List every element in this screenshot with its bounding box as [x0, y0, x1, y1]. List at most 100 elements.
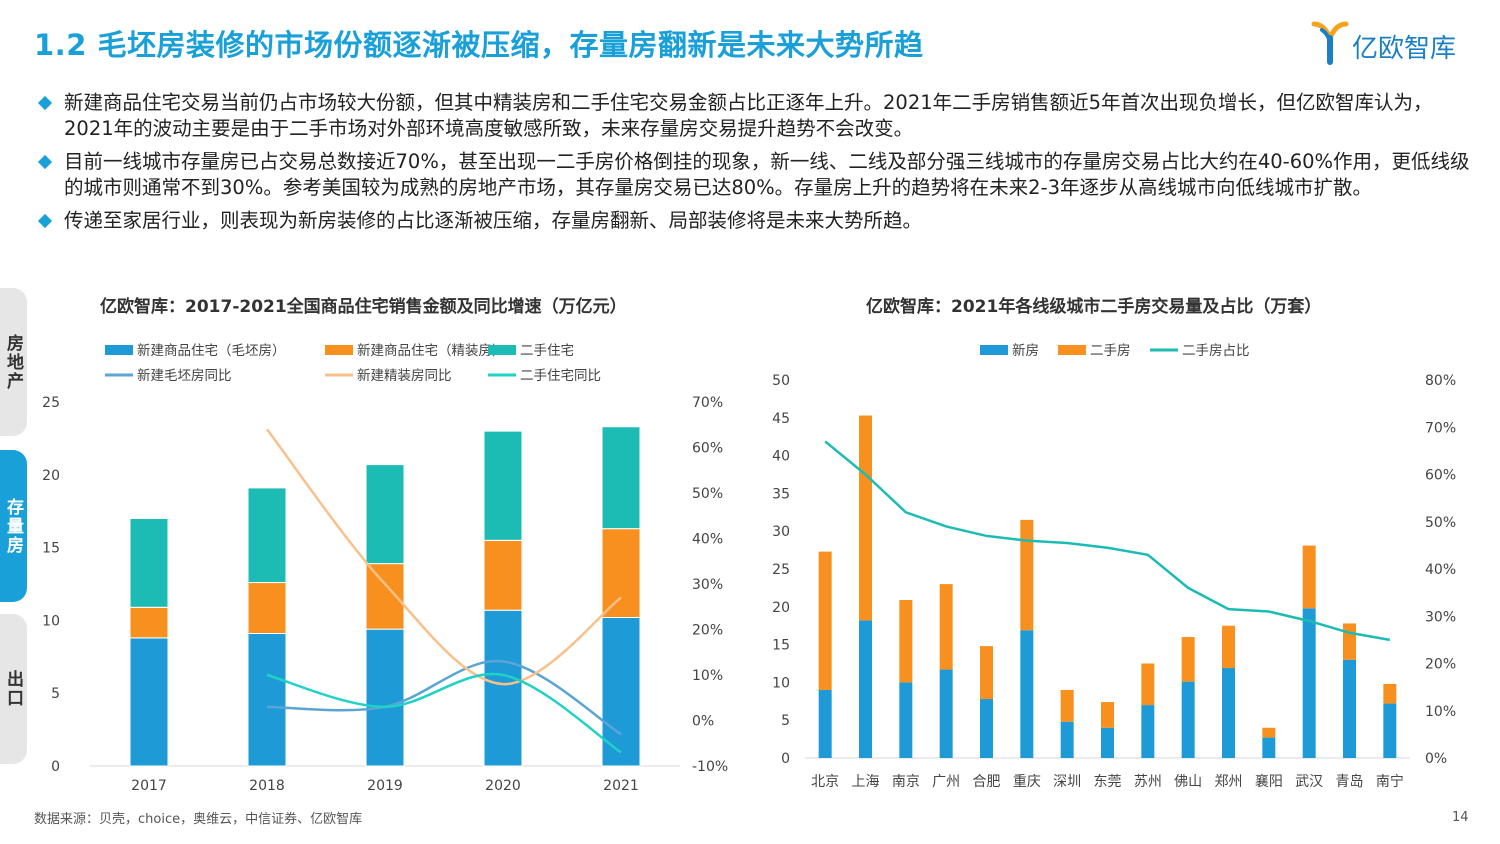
bar-segment	[1181, 681, 1195, 758]
legend-swatch	[488, 345, 516, 355]
y2-tick-label: 60%	[692, 441, 723, 457]
y-tick-label: 10	[42, 613, 60, 629]
legend-label: 新建毛坯房同比	[137, 368, 232, 384]
series-line	[266, 672, 622, 754]
y2-tick-label: 50%	[1425, 515, 1456, 531]
bar-segment	[859, 415, 872, 621]
bar-segment	[365, 464, 405, 565]
y-tick-label: 15	[42, 541, 60, 557]
y-tick-label: 15	[772, 638, 790, 654]
y-tick-label: 40	[772, 449, 790, 465]
bar-segment	[939, 669, 953, 758]
bar-segment	[939, 584, 953, 670]
legend-label: 二手住宅同比	[520, 368, 601, 384]
x-tick-label: 合肥	[973, 774, 1001, 790]
y-tick-label: 0	[781, 751, 790, 767]
y-tick-label: 25	[772, 562, 790, 578]
legend-label: 二手住宅	[520, 343, 574, 359]
data-source-note: 数据来源：贝壳，choice，奥维云，中信证券、亿欧智库	[34, 812, 363, 827]
y-tick-label: 0	[51, 759, 60, 775]
side-tab-export[interactable]: 出口	[0, 614, 27, 764]
x-tick-label: 北京	[811, 774, 839, 790]
y2-tick-label: 10%	[1425, 704, 1456, 720]
legend-swatch	[105, 345, 133, 355]
bullet-list: 新建商品住宅交易当前仍占市场较大份额，但其中精装房和二手住宅交易金额占比正逐年上…	[37, 90, 1478, 241]
bullet-item: 新建商品住宅交易当前仍占市场较大份额，但其中精装房和二手住宅交易金额占比正逐年上…	[37, 90, 1478, 142]
side-tab-real-estate[interactable]: 房地产	[0, 288, 27, 436]
bar-segment	[1262, 727, 1276, 738]
bar-segment	[129, 606, 169, 639]
bar-segment	[899, 682, 913, 758]
bar-segment	[247, 633, 287, 767]
bar-segment	[1101, 702, 1114, 728]
chart2-svg: 新房 二手房 二手房占比 0 5 10 15 20 25 30 35 40 45 50 0% 10% 20% 30…	[772, 343, 1456, 790]
legend-label: 新建商品住宅（毛坯房）	[137, 343, 286, 359]
bar-segment	[818, 551, 832, 690]
bar-segment	[1383, 703, 1397, 758]
bar-segment	[247, 582, 287, 635]
bar-segment	[1383, 683, 1397, 704]
bar-segment	[365, 563, 405, 630]
y-tick-label: 50	[772, 373, 790, 389]
bullet-text: 传递至家居行业，则表现为新房装修的占比逐渐被压缩，存量房翻新、局部装修将是未来大…	[64, 209, 923, 232]
bar-segment	[1343, 623, 1356, 660]
x-tick-label: 上海	[852, 774, 880, 790]
bar-segment	[1020, 630, 1034, 758]
chart1-title: 亿欧智库：2017-2021全国商品住宅销售金额及同比增速（万亿元）	[100, 297, 627, 317]
bar-segment	[1222, 625, 1235, 669]
x-tick-label: 广州	[932, 774, 960, 790]
bar-segment	[483, 539, 523, 611]
y2-tick-label: 30%	[1425, 609, 1456, 625]
bar-segment	[1343, 659, 1356, 758]
bar-segment	[1181, 637, 1195, 682]
y-tick-label: 5	[781, 713, 790, 729]
x-tick-label: 重庆	[1013, 774, 1041, 790]
y-tick-label: 35	[772, 486, 790, 502]
page-number: 14	[1452, 810, 1469, 825]
y2-tick-label: 70%	[692, 395, 723, 411]
series-line	[824, 440, 1391, 642]
legend-label: 二手房占比	[1182, 343, 1250, 359]
y2-tick-label: 40%	[692, 532, 723, 548]
bar-segment	[1060, 689, 1074, 722]
legend-label: 新建商品住宅（精装房）	[357, 343, 506, 359]
x-tick-label: 青岛	[1336, 774, 1364, 790]
x-tick-label: 2020	[485, 778, 521, 794]
x-tick-label: 南京	[892, 774, 920, 790]
logo-icon	[1311, 21, 1349, 65]
x-tick-label: 南宁	[1376, 773, 1404, 790]
x-tick-label: 2021	[603, 778, 639, 794]
bullet-item: 目前一线城市存量房已占交易总数接近70%，甚至出现一二手房价格倒挂的现象，新一线…	[37, 149, 1478, 201]
y2-tick-label: -10%	[692, 759, 728, 775]
y2-tick-label: 0%	[1425, 751, 1447, 767]
bar-segment	[980, 646, 993, 700]
y-tick-label: 25	[42, 395, 60, 411]
legend-label: 新建精装房同比	[357, 368, 452, 384]
bar-segment	[601, 426, 641, 530]
y2-tick-label: 60%	[1425, 468, 1456, 484]
legend-swatch	[325, 345, 353, 355]
y2-tick-label: 50%	[692, 486, 723, 502]
bar-segment	[859, 620, 872, 758]
bar-segment	[1302, 608, 1316, 758]
y-tick-label: 20	[772, 600, 790, 616]
bar-segment	[899, 599, 913, 683]
legend-label: 新房	[1012, 343, 1039, 359]
x-tick-label: 东莞	[1094, 774, 1122, 790]
diamond-bullet-icon	[37, 213, 53, 229]
y-tick-label: 45	[772, 411, 790, 427]
y2-tick-label: 70%	[1425, 420, 1456, 436]
legend-swatch	[980, 345, 1008, 355]
chart2-title: 亿欧智库：2021年各线级城市二手房交易量及占比（万套）	[866, 297, 1322, 317]
legend-label: 二手房	[1090, 343, 1131, 359]
bar-segment	[1101, 727, 1114, 758]
side-tab-existing-housing[interactable]: 存量房	[0, 450, 27, 602]
y2-tick-label: 10%	[692, 668, 723, 684]
bar-segment	[1020, 519, 1034, 631]
y-tick-label: 10	[772, 675, 790, 691]
x-tick-label: 襄阳	[1255, 774, 1283, 790]
y2-tick-label: 80%	[1425, 373, 1456, 389]
x-tick-label: 2018	[249, 778, 285, 794]
series-line	[266, 659, 622, 736]
